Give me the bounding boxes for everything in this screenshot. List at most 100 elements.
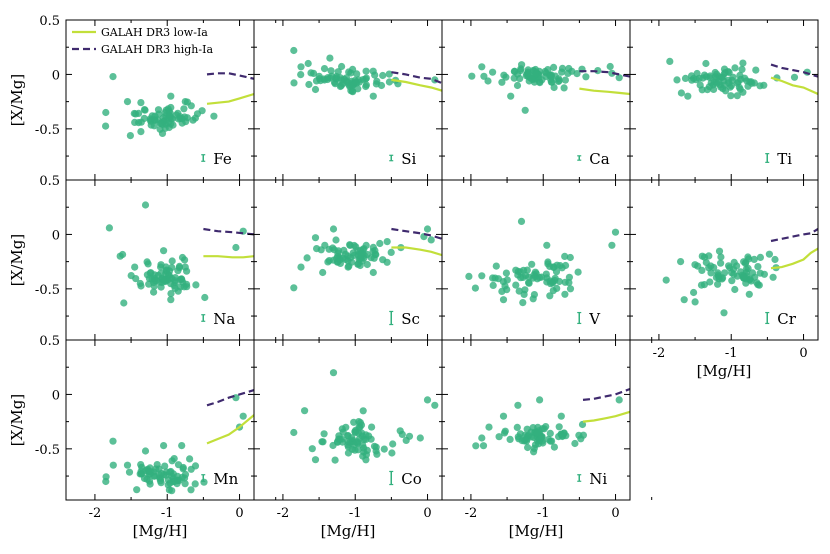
data-point <box>181 113 189 121</box>
data-point <box>303 254 311 262</box>
data-point <box>324 258 332 266</box>
panel-marks <box>290 225 442 292</box>
data-point <box>720 309 728 317</box>
data-point <box>542 423 550 431</box>
data-point <box>582 73 590 81</box>
element-label: Sc <box>401 310 420 328</box>
data-point <box>754 263 762 271</box>
data-point <box>126 132 134 140</box>
data-point <box>313 245 321 253</box>
data-point <box>305 80 313 89</box>
high-ia-line <box>579 70 630 78</box>
data-point <box>525 279 533 287</box>
data-point <box>558 68 566 76</box>
data-point <box>692 76 700 84</box>
data-point <box>673 76 681 84</box>
panel-co: Co -2 -1 0 [Mg/H] <box>253 339 465 540</box>
data-point <box>102 122 110 130</box>
data-point <box>543 241 551 249</box>
element-label: Ca <box>589 150 609 168</box>
element-label: Ti <box>777 150 792 168</box>
y-tick-label: -0.5 <box>35 443 60 458</box>
panel-marks <box>102 72 254 140</box>
data-point <box>728 277 736 285</box>
data-point <box>175 264 183 272</box>
data-point <box>350 441 358 449</box>
data-point <box>355 418 363 426</box>
data-point <box>330 246 338 254</box>
panel-na: Na 0.5 0 -0.5 [X/Mg] <box>8 174 277 341</box>
data-point <box>331 456 339 464</box>
data-point <box>677 89 686 97</box>
data-point <box>337 82 345 90</box>
data-point <box>478 434 486 442</box>
element-label: Na <box>213 310 235 328</box>
data-point <box>565 64 573 73</box>
low-ia-line <box>391 78 442 92</box>
data-point <box>140 114 148 122</box>
data-point <box>141 447 150 455</box>
data-point <box>150 288 158 296</box>
low-ia-line <box>582 410 630 423</box>
data-point <box>520 290 528 298</box>
data-point <box>530 448 538 456</box>
data-point <box>750 255 758 263</box>
low-ia-line <box>770 247 818 270</box>
data-point <box>498 78 506 86</box>
data-point <box>192 281 200 289</box>
data-point <box>606 62 614 71</box>
data-point <box>696 81 704 89</box>
data-point <box>356 261 364 270</box>
high-ia-line <box>770 228 818 243</box>
data-point <box>478 63 486 71</box>
data-point <box>478 272 486 280</box>
data-point <box>578 420 587 429</box>
y-tick-label: 0.5 <box>39 334 60 349</box>
data-point <box>561 76 570 84</box>
panel-marks <box>290 369 439 464</box>
data-point <box>320 65 329 73</box>
data-point <box>557 412 565 420</box>
data-point <box>373 450 381 458</box>
data-point <box>507 92 515 100</box>
y-tick-label: 0.5 <box>39 14 60 29</box>
data-point <box>311 456 320 464</box>
data-point <box>181 480 189 488</box>
data-point <box>502 73 510 81</box>
panel-marks <box>472 387 630 456</box>
y-tick-label: 0 <box>52 68 60 83</box>
data-point <box>739 273 748 281</box>
data-point <box>756 269 764 277</box>
data-point <box>502 269 510 277</box>
data-point <box>731 285 739 294</box>
data-point <box>555 423 563 431</box>
data-point <box>181 98 189 106</box>
data-point <box>552 268 561 276</box>
data-point <box>551 274 559 282</box>
data-point <box>160 276 168 284</box>
data-point <box>307 69 315 77</box>
data-point <box>319 438 327 446</box>
data-point <box>720 65 729 73</box>
panel-ca: Ca <box>441 19 653 181</box>
data-point <box>168 257 176 265</box>
data-point <box>559 432 567 440</box>
panel-marks <box>290 46 442 100</box>
data-point <box>383 258 391 266</box>
data-point <box>733 92 741 100</box>
data-point <box>423 225 432 233</box>
data-point <box>715 273 723 281</box>
data-point <box>152 465 160 473</box>
data-point <box>680 296 688 304</box>
y-tick-label: 0 <box>52 388 60 403</box>
element-label: Si <box>401 150 416 168</box>
x-axis-label: [Mg/H] <box>509 522 564 540</box>
x-tick-label: 0 <box>423 506 431 521</box>
data-point <box>492 262 500 270</box>
data-point <box>513 81 522 90</box>
data-point <box>765 250 774 258</box>
data-point <box>187 102 195 110</box>
data-point <box>423 396 432 404</box>
high-ia-line <box>206 72 254 80</box>
